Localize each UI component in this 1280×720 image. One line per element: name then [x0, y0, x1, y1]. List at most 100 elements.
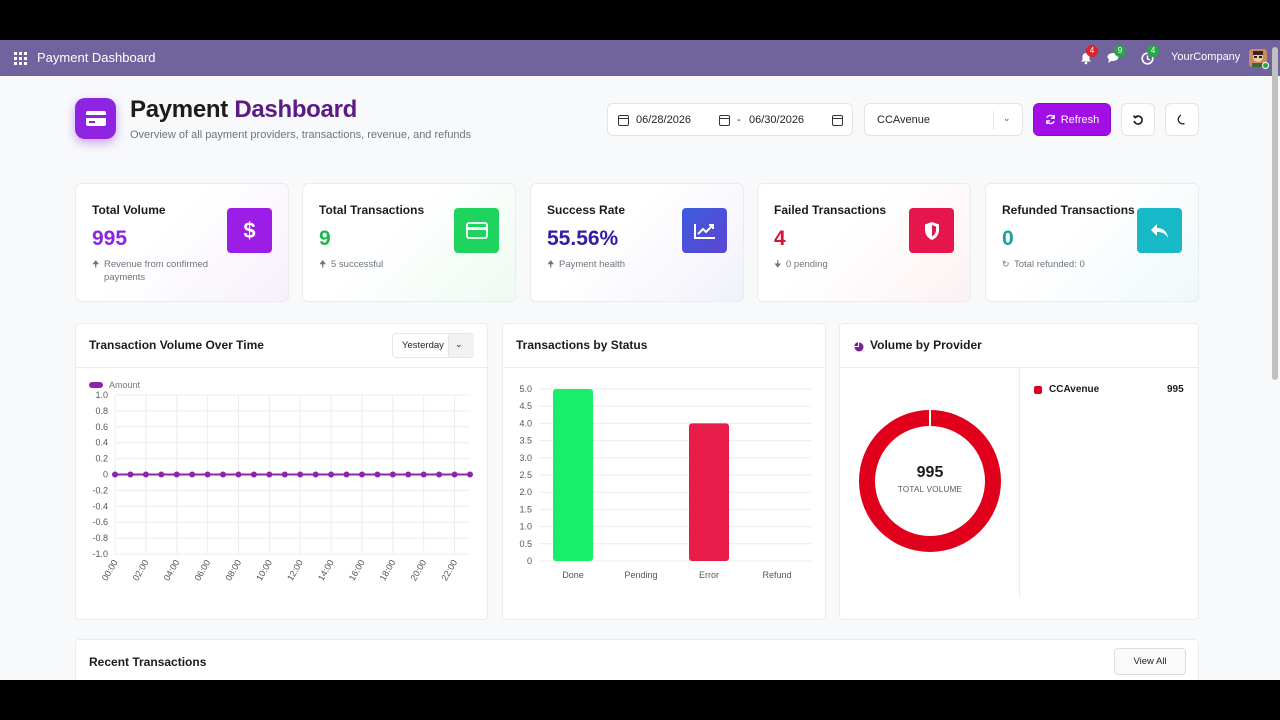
chevron-down-icon: ⌄ [455, 339, 463, 349]
page-scrollbar[interactable] [1272, 47, 1278, 380]
panel-title: Recent Transactions [89, 655, 207, 669]
refresh-button[interactable]: Refresh [1033, 103, 1111, 136]
donut-center-value: 995 [916, 464, 944, 481]
data-point[interactable] [405, 471, 412, 478]
x-tick-label: Pending [624, 570, 657, 580]
date-from-calendar-icon[interactable] [719, 115, 730, 126]
provider-select-value: CCAvenue [877, 113, 930, 126]
legend-provider-name: CCAvenue [1049, 384, 1100, 395]
bar-done[interactable] [553, 389, 593, 561]
data-point[interactable] [158, 471, 165, 478]
y-tick-label: 2.5 [519, 470, 532, 480]
credit-card-icon [454, 208, 499, 253]
data-point[interactable] [204, 471, 211, 478]
trend-up-icon [682, 208, 727, 253]
data-point[interactable] [420, 471, 427, 478]
notifications-button[interactable]: 4 [1078, 45, 1098, 66]
data-point[interactable] [250, 471, 257, 478]
arrow-up-icon: 🠉 [547, 259, 555, 269]
data-point[interactable] [467, 471, 473, 478]
messages-button[interactable]: 9 [1106, 45, 1126, 66]
kpi-label: Total Volume [92, 203, 166, 217]
period-select-value: Yesterday [402, 340, 444, 351]
y-tick-label: -0.4 [92, 501, 108, 511]
panel-divider [840, 367, 1198, 368]
date-to-input[interactable]: 06/30/2026 [749, 114, 805, 126]
donut-center-label: TOTAL VOLUME [897, 485, 963, 494]
x-tick-label: 16:00 [347, 558, 367, 583]
activities-button[interactable]: 4 [1139, 45, 1159, 66]
date-to-calendar-icon[interactable] [832, 115, 843, 126]
period-select-toggle [448, 334, 474, 357]
panel-title: Transactions by Status [516, 338, 648, 352]
data-point[interactable] [312, 471, 319, 478]
app-title[interactable]: Payment Dashboard [37, 50, 156, 65]
date-from-input[interactable]: 06/28/2026 [636, 114, 692, 126]
line-chart: 1.0 0.8 0.6 0.4 0.2 0 -0.2 -0.4 -0.6 -0.8 -1.000:0… [92, 390, 473, 583]
y-tick-label: 0.4 [95, 438, 108, 448]
column-divider [1019, 368, 1020, 597]
data-point[interactable] [189, 471, 196, 478]
recent-transactions-panel: Recent Transactions View All [75, 639, 1199, 680]
x-tick-label: 08:00 [223, 558, 243, 583]
dark-mode-toggle[interactable] [1165, 103, 1199, 136]
y-tick-label: 0.6 [95, 422, 108, 432]
data-point[interactable] [112, 471, 118, 478]
data-point[interactable] [328, 471, 335, 478]
y-tick-label: 5.0 [519, 384, 532, 394]
select-divider [993, 111, 994, 130]
data-point[interactable] [127, 471, 134, 478]
bar-chart: 5.0 4.5 4.0 3.5 3.0 2.5 2.0 1.5 1.0 0.5 0 Done Pendi… [519, 384, 811, 580]
dollar-icon: $ [227, 208, 272, 253]
arrow-down-icon: 🠋 [774, 259, 782, 269]
data-point[interactable] [374, 471, 381, 478]
kpi-card-total-volume: Total Volume 995 🠉 Revenue from confirmed… [75, 183, 289, 302]
bar-error[interactable] [689, 423, 729, 561]
company-switcher[interactable]: YourCompany [1171, 51, 1241, 63]
data-point[interactable] [436, 471, 443, 478]
kpi-value: 4 [774, 227, 786, 250]
x-tick-label: 20:00 [409, 558, 429, 583]
kpi-label: Success Rate [547, 203, 626, 217]
data-point[interactable] [266, 471, 273, 478]
arrow-up-icon: 🠉 [319, 259, 327, 269]
data-point[interactable] [142, 471, 149, 478]
app-screen: Payment Dashboard 4 9 4 YourCompany Paym… [0, 40, 1280, 680]
chevron-down-icon: ⌄ [1003, 113, 1011, 123]
y-tick-label: -0.2 [92, 485, 108, 495]
y-tick-label: 4.0 [519, 418, 532, 428]
view-all-button[interactable]: View All [1114, 648, 1186, 675]
data-point[interactable] [235, 471, 242, 478]
x-tick-label: 00:00 [100, 558, 120, 583]
apps-menu-icon[interactable] [14, 52, 27, 65]
data-point[interactable] [358, 471, 365, 478]
online-status-dot [1262, 62, 1269, 69]
panel-divider [503, 367, 825, 368]
y-tick-label: 0.8 [95, 406, 108, 416]
x-tick-label: Done [562, 570, 584, 580]
refresh-label: Refresh [1060, 113, 1100, 126]
activities-badge: 4 [1147, 45, 1159, 57]
data-point[interactable] [451, 471, 458, 478]
volume-over-time-panel: Transaction Volume Over Time Yesterday ⌄… [75, 323, 488, 620]
data-point[interactable] [297, 471, 304, 478]
data-point[interactable] [389, 471, 396, 478]
notifications-badge: 4 [1086, 45, 1098, 57]
period-select[interactable]: Yesterday ⌄ [392, 333, 474, 358]
kpi-label: Refunded Transactions [1002, 203, 1135, 217]
x-tick-label: 12:00 [285, 558, 305, 583]
panel-title: Transaction Volume Over Time [89, 338, 264, 352]
x-tick-label: 06:00 [192, 558, 212, 583]
y-tick-label: 2.0 [519, 487, 532, 497]
calendar-icon [618, 115, 629, 126]
data-point[interactable] [173, 471, 180, 478]
provider-select[interactable]: CCAvenue ⌄ [864, 103, 1023, 136]
y-tick-label: -0.6 [92, 517, 108, 527]
data-point[interactable] [281, 471, 288, 478]
data-point[interactable] [343, 471, 350, 478]
provider-panel: Volume by Provider 995 TOTAL VOLUME CCAv… [839, 323, 1199, 620]
reset-button[interactable] [1121, 103, 1155, 136]
data-point[interactable] [220, 471, 227, 478]
kpi-card-success-rate: Success Rate 55.56% 🠉 Payment health [530, 183, 744, 302]
kpi-label: Failed Transactions [774, 203, 887, 217]
